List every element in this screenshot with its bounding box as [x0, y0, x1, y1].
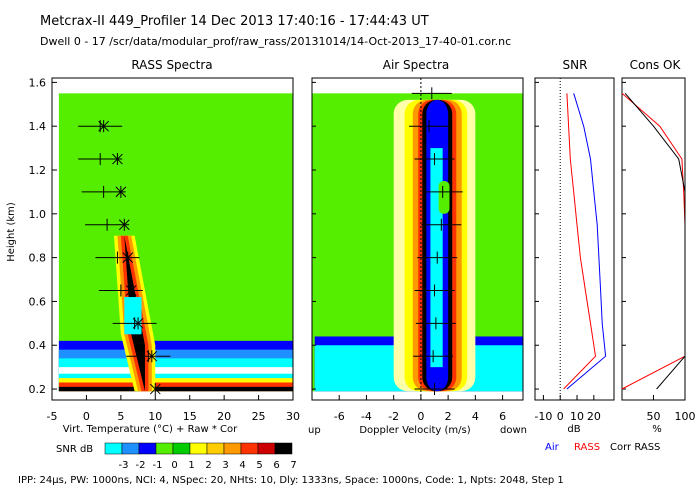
colorbar-tick-label: -2: [136, 460, 146, 471]
rass-cor-point: [98, 120, 109, 133]
colorbar-tick-label: 5: [256, 460, 262, 471]
figure-title: Metcrax-II 449_Profiler 14 Dec 2013 17:4…: [40, 14, 429, 29]
x-tick-label: 10: [570, 410, 584, 423]
rass-cor-point: [115, 185, 127, 198]
cons-line-rass: [621, 92, 686, 390]
plot-layer: -5 0 5 10 15 20 25 300.20.40.60.81.01.21.41.6-6…: [29, 76, 696, 471]
cons-line-corr-rass: [624, 92, 686, 390]
rass-cor-point: [112, 153, 123, 166]
colorbar-swatch: [104, 442, 123, 455]
y-tick-label: 0.4: [29, 339, 47, 352]
air-x-up-label: up: [308, 425, 321, 436]
y-tick-label: 0.2: [29, 383, 47, 396]
y-tick-label: 1.6: [29, 76, 47, 89]
colorbar-swatch: [138, 442, 157, 455]
air-x-label: Doppler Velocity (m/s): [359, 425, 470, 436]
colorbar-swatch: [206, 442, 225, 455]
colorbar-swatch: [257, 442, 276, 455]
rass-heatmap-core: [124, 297, 142, 335]
x-tick-label: 100: [675, 410, 696, 423]
x-tick-label: 4: [472, 410, 479, 423]
rass-cor-point: [122, 251, 134, 264]
x-tick-label: 0: [83, 410, 90, 423]
snr-x-label: dB: [567, 424, 580, 435]
colorbar-swatch: [155, 442, 174, 455]
colorbar-swatch: [172, 442, 191, 455]
rass-cor-point: [118, 218, 130, 231]
x-tick-label: 50: [647, 410, 661, 423]
colorbar-tick-label: -1: [153, 460, 163, 471]
rass-x-label: Virt. Temperature (°C) + Raw * Cor: [63, 424, 238, 435]
x-tick-label: 30: [286, 410, 300, 423]
colorbar-swatch: [121, 442, 140, 455]
panel-0-frame: [51, 77, 294, 401]
x-tick-label: 6: [499, 410, 506, 423]
colorbar-tick-label: 4: [239, 460, 245, 471]
colorbar-swatch: [223, 442, 242, 455]
cons-panel-title: Cons OK: [630, 58, 682, 72]
x-tick-label: 0: [557, 410, 564, 423]
colorbar-tick-label: 3: [222, 460, 228, 471]
x-tick-label: -4: [361, 410, 372, 423]
colorbar-tick-label: -3: [119, 460, 129, 471]
panel-1-frame: [311, 77, 524, 401]
x-tick-label: 15: [183, 410, 197, 423]
legend-air: Air: [545, 442, 560, 453]
rass-cor-point: [132, 317, 144, 330]
figure-subtitle: Dwell 0 - 17 /scr/data/modular_prof/raw_…: [40, 35, 511, 48]
colorbar-tick-label: 1: [188, 460, 194, 471]
x-tick-label: 20: [587, 410, 601, 423]
x-tick-label: -5: [47, 410, 58, 423]
legend-rass: RASS: [574, 442, 600, 453]
x-tick-label: 20: [217, 410, 231, 423]
rass-cor-point: [146, 350, 158, 363]
colorbar-tick-label: 2: [205, 460, 211, 471]
rass-cor-point: [125, 284, 137, 297]
air-heatmap-patch: [438, 180, 450, 214]
y-tick-label: 1.2: [29, 164, 47, 177]
x-tick-label: -2: [388, 410, 399, 423]
colorbar-tick-label: 0: [171, 460, 177, 471]
x-tick-label: -6: [334, 410, 345, 423]
y-tick-label: 1.4: [29, 120, 47, 133]
colorbar-label: SNR dB: [56, 444, 93, 455]
y-tick-label: 0.8: [29, 252, 47, 265]
colorbar-swatch: [274, 442, 293, 455]
x-tick-label: 2: [445, 410, 452, 423]
air-x-down-label: down: [500, 425, 527, 436]
colorbar-tick-label: 7: [290, 460, 296, 471]
colorbar-swatch: [189, 442, 208, 455]
cons-x-label: %: [652, 424, 662, 435]
snr-panel-title: SNR: [563, 58, 588, 72]
rass-panel-title: RASS Spectra: [131, 58, 212, 72]
snr-line-air: [566, 93, 607, 390]
legend-corr-rass: Corr RASS: [610, 442, 660, 453]
y-tick-label: 1.0: [29, 208, 47, 221]
colorbar-swatch: [240, 442, 259, 455]
x-tick-label: 0: [417, 410, 424, 423]
x-tick-label: 10: [148, 410, 162, 423]
rass-cor-point: [149, 383, 161, 396]
footer-params: IPP: 24µs, PW: 1000ns, NCI: 4, NSpec: 20…: [18, 475, 564, 486]
snr-line-rass: [563, 93, 597, 390]
y-axis-label: Height (km): [6, 202, 17, 262]
panel-2-frame: [534, 77, 615, 401]
x-tick-label: -10: [534, 410, 552, 423]
x-tick-label: 25: [252, 410, 266, 423]
air-panel-title: Air Spectra: [383, 58, 450, 72]
colorbar-tick-label: 6: [273, 460, 279, 471]
x-tick-label: 5: [117, 410, 124, 423]
rass-heatmap-band: [58, 386, 294, 392]
y-tick-label: 0.6: [29, 295, 47, 308]
